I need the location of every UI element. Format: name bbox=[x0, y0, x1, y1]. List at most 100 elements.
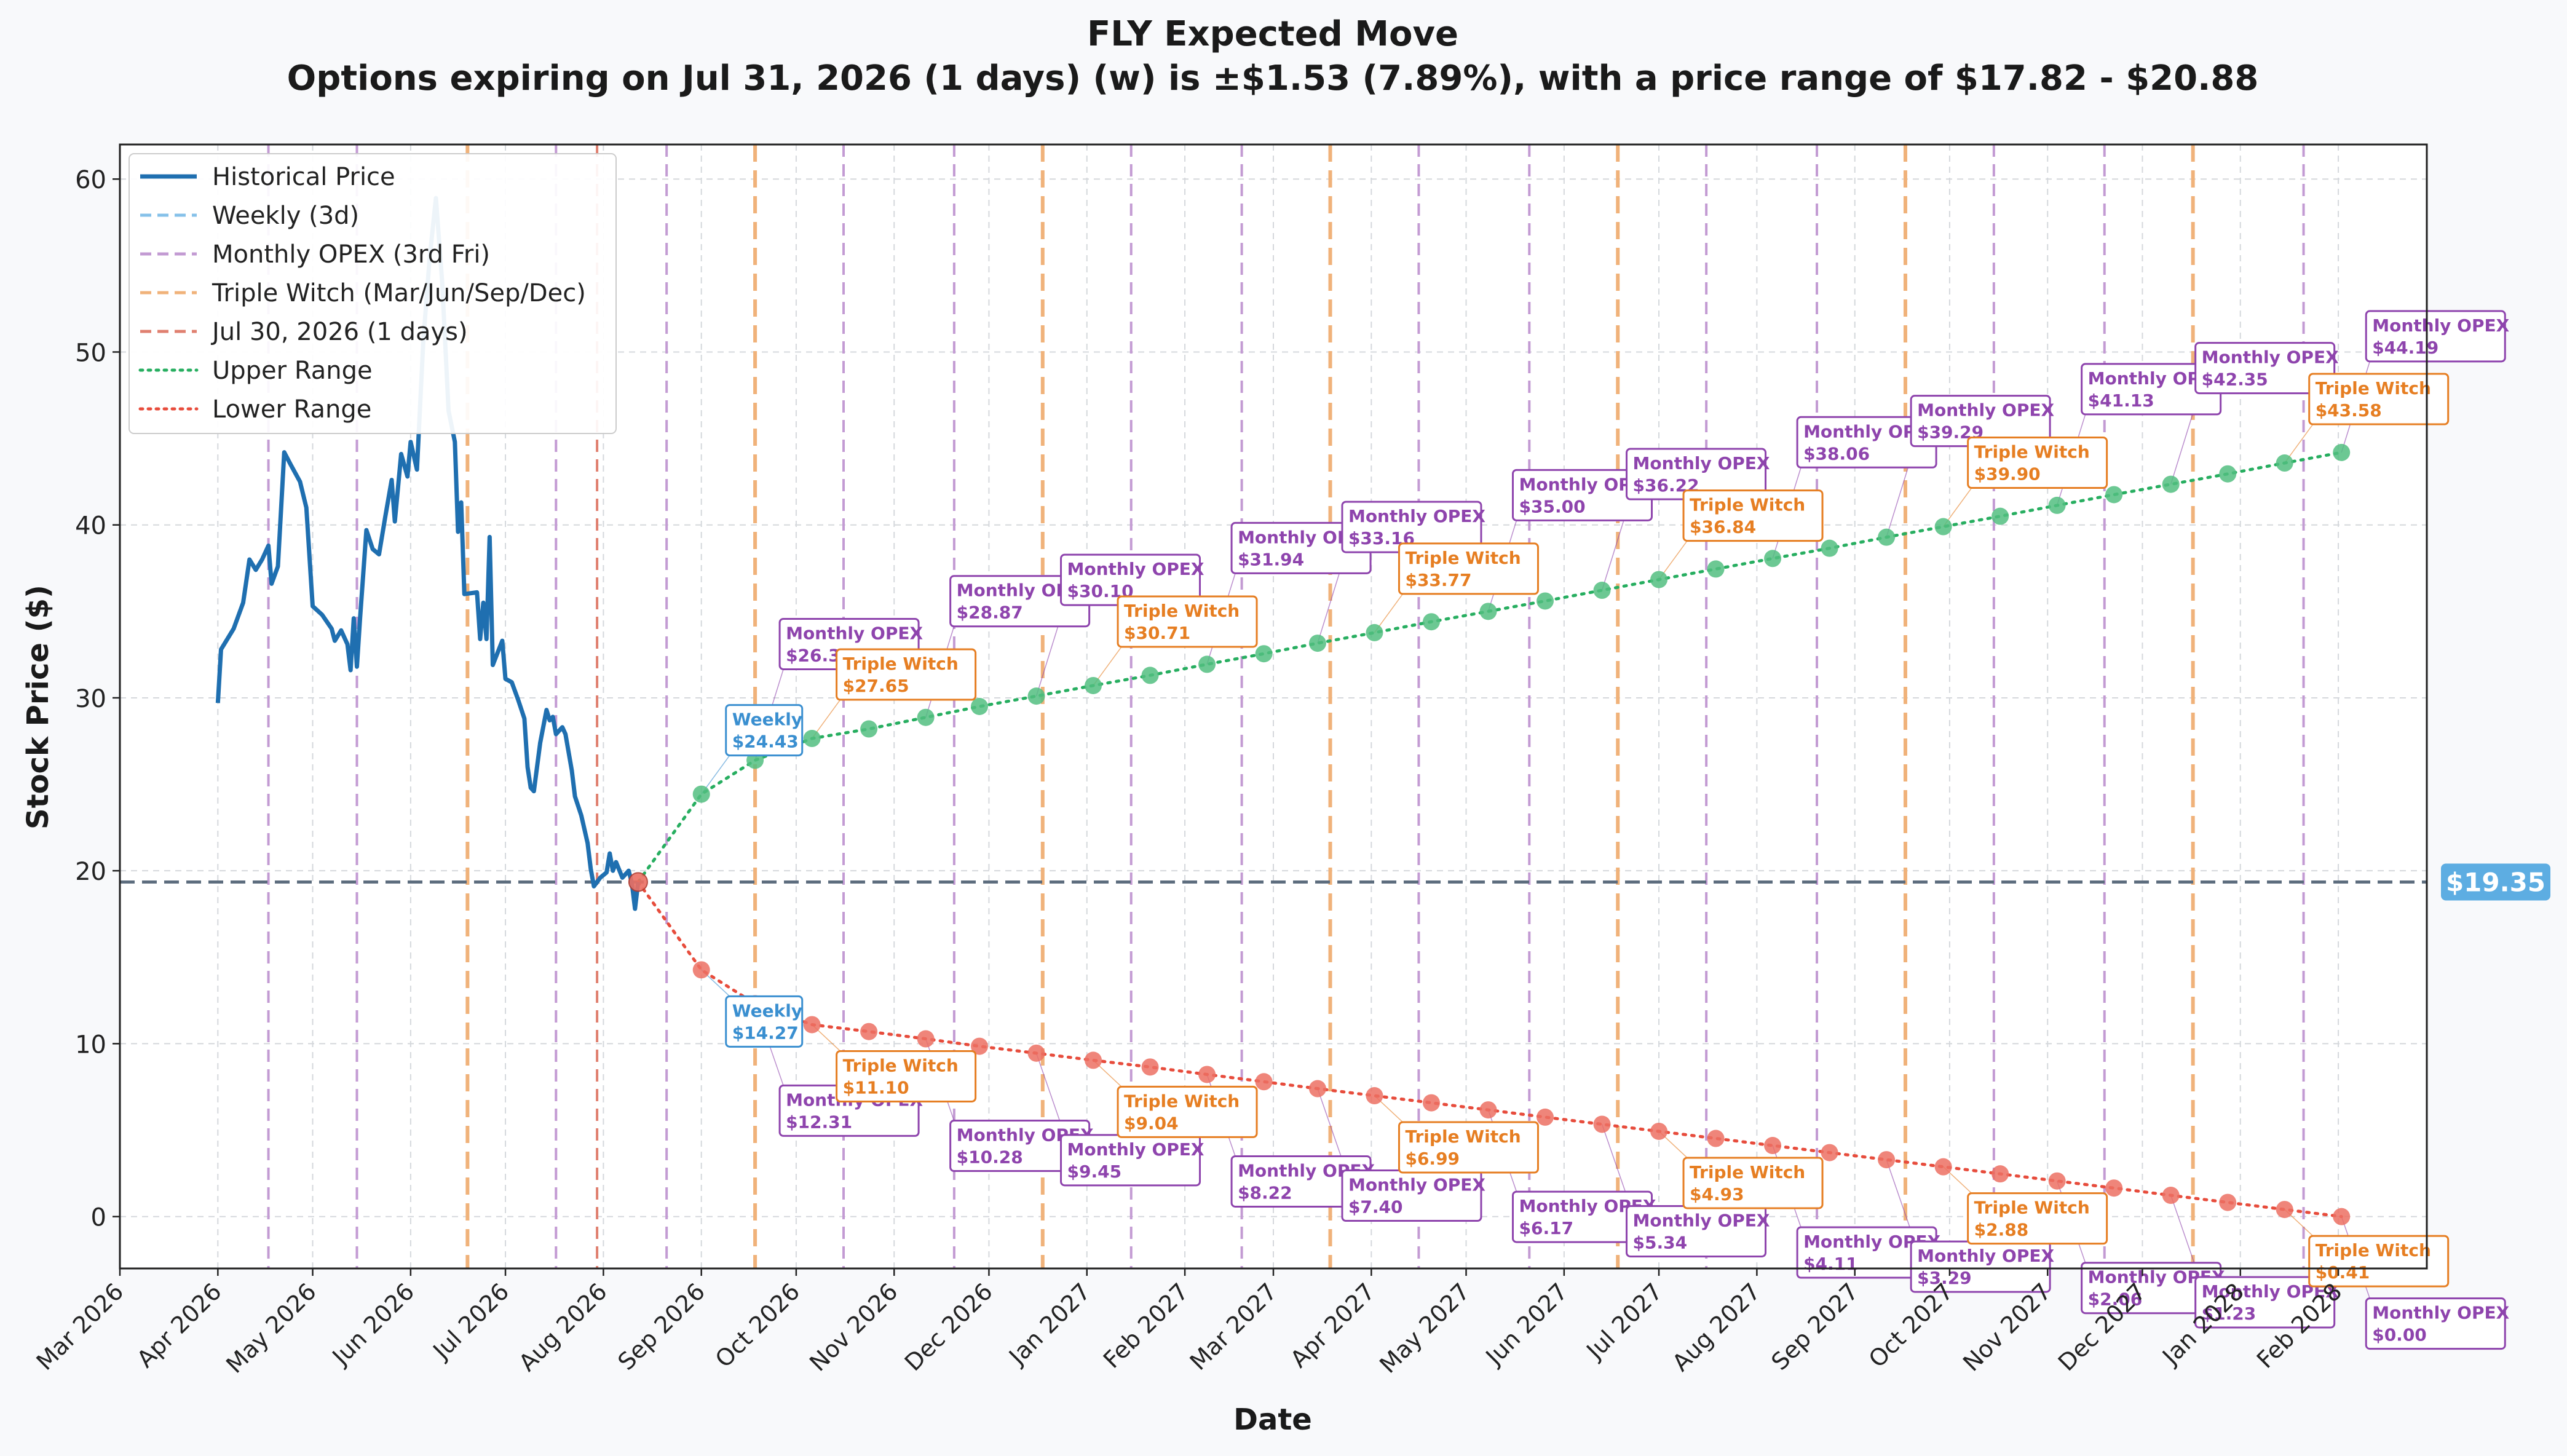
triple-label-title: Triple Witch bbox=[843, 654, 959, 674]
y-tick-label: 40 bbox=[75, 512, 106, 540]
monthly-label-value: $38.06 bbox=[1803, 443, 1870, 464]
triple-label-value: $36.84 bbox=[1690, 517, 1756, 537]
monthly-label-title: Monthly OPEX bbox=[1067, 559, 1204, 579]
legend-label: Upper Range bbox=[212, 357, 373, 385]
triple-label-box bbox=[1967, 1192, 2108, 1245]
current-price-badge bbox=[2441, 863, 2550, 901]
triple-label-value: $39.90 bbox=[1974, 464, 2041, 485]
monthly-label-value: $2.06 bbox=[2088, 1289, 2143, 1310]
monthly-label-title: Monthly OPEX bbox=[1633, 1210, 1770, 1230]
triple-label-title: Triple Witch bbox=[843, 1055, 959, 1075]
y-tick-label: 60 bbox=[75, 166, 106, 194]
triple-label-value: $0.41 bbox=[2316, 1262, 2370, 1283]
triple-label-title: Triple Witch bbox=[1974, 442, 2090, 462]
monthly-label-value: $12.31 bbox=[786, 1112, 852, 1132]
lower-range-point bbox=[1255, 1073, 1273, 1091]
monthly-label-value: $0.00 bbox=[2372, 1325, 2427, 1345]
monthly-label-box bbox=[2194, 342, 2336, 395]
triple-label-box bbox=[2308, 1235, 2450, 1288]
chart-title: FLY Expected Move bbox=[1087, 14, 1458, 54]
triple-label-box bbox=[1682, 1157, 1824, 1209]
lower-range-point bbox=[1141, 1058, 1159, 1076]
triple-label-box bbox=[1398, 1121, 1539, 1174]
triple-label-box bbox=[1398, 542, 1539, 595]
lower-range-point bbox=[1764, 1137, 1782, 1155]
lower-range-point bbox=[917, 1030, 935, 1048]
upper-range-point bbox=[2048, 496, 2066, 514]
monthly-label-title: Monthly OPEX bbox=[1633, 453, 1770, 473]
upper-range-point bbox=[1255, 645, 1273, 663]
y-axis-label: Stock Price ($) bbox=[21, 585, 55, 829]
upper-range-point bbox=[1707, 560, 1725, 578]
upper-range-point bbox=[692, 785, 710, 803]
upper-range-point bbox=[1878, 528, 1896, 546]
lower-range-point bbox=[692, 961, 710, 979]
triple-label-value: $27.65 bbox=[843, 676, 909, 696]
y-tick-label: 20 bbox=[75, 858, 106, 886]
upper-range-point bbox=[1934, 518, 1952, 536]
triple-label-value: $6.99 bbox=[1405, 1149, 1460, 1169]
monthly-label-value: $7.40 bbox=[1348, 1197, 1403, 1217]
lower-range-point bbox=[1878, 1151, 1896, 1169]
lower-range-point bbox=[1198, 1066, 1216, 1083]
current-price-group: $19.35 bbox=[120, 863, 2550, 901]
lower-range-point bbox=[2048, 1172, 2066, 1190]
monthly-label-value: $28.87 bbox=[957, 603, 1023, 623]
monthly-label-title: Monthly OPEX bbox=[2202, 347, 2339, 368]
triple-label-title: Triple Witch bbox=[1974, 1198, 2090, 1218]
lower-range-point bbox=[1992, 1165, 2009, 1183]
legend-label: Lower Range bbox=[212, 395, 371, 424]
triple-label-box bbox=[836, 648, 977, 701]
lower-range-point bbox=[1027, 1044, 1045, 1062]
monthly-label-value: $5.34 bbox=[1633, 1232, 1688, 1252]
monthly-label-value: $10.28 bbox=[957, 1147, 1023, 1168]
legend-label: Historical Price bbox=[212, 163, 395, 191]
upper-range-point bbox=[2276, 454, 2293, 472]
weekly-label-value: $24.43 bbox=[732, 732, 799, 752]
monthly-label-value: $44.19 bbox=[2372, 338, 2438, 358]
upper-range-point bbox=[1085, 676, 1102, 694]
triple-label-title: Triple Witch bbox=[1405, 548, 1521, 568]
monthly-label-title: Monthly OPEX bbox=[1917, 400, 2054, 421]
lower-range-point bbox=[1085, 1051, 1102, 1069]
upper-range-point bbox=[1366, 623, 1383, 641]
upper-range-point bbox=[1422, 613, 1440, 631]
upper-range-point bbox=[1198, 655, 1216, 673]
lower-range-point bbox=[1934, 1158, 1952, 1176]
triple-label-value: $2.88 bbox=[1974, 1220, 2029, 1240]
triple-label-box bbox=[1682, 489, 1824, 542]
monthly-label-value: $42.35 bbox=[2202, 370, 2268, 390]
lower-range-point bbox=[1366, 1087, 1383, 1105]
lower-range-point bbox=[803, 1016, 821, 1034]
upper-range-point bbox=[1650, 571, 1668, 588]
triple-label-box bbox=[1117, 1085, 1258, 1138]
lower-range-point bbox=[1650, 1122, 1668, 1140]
weekly-label-title: Weekly bbox=[732, 710, 802, 730]
upper-range-point bbox=[1821, 539, 1838, 557]
monthly-label-value: $3.29 bbox=[1917, 1268, 1972, 1288]
upper-range-point bbox=[860, 720, 878, 738]
triple-label-value: $43.58 bbox=[2316, 400, 2382, 421]
upper-range-point bbox=[803, 730, 821, 748]
upper-range-point bbox=[1308, 635, 1326, 652]
historical-series bbox=[215, 196, 641, 911]
upper-range-point bbox=[971, 698, 989, 715]
lower-range-point bbox=[1537, 1108, 1554, 1126]
lower-range-point bbox=[2219, 1193, 2237, 1211]
monthly-label-title: Monthly OPEX bbox=[1348, 506, 1485, 526]
legend-label: Monthly OPEX (3rd Fri) bbox=[212, 240, 490, 269]
lower-range-point bbox=[1308, 1080, 1326, 1098]
y-axis: 0 10 20 30 40 50 60 bbox=[75, 166, 120, 1232]
triple-label-value: $9.04 bbox=[1124, 1113, 1179, 1133]
legend-frame bbox=[129, 153, 617, 434]
lower-range-point bbox=[1593, 1115, 1611, 1133]
monthly-label-value: $1.23 bbox=[2202, 1304, 2257, 1324]
current-price-marker bbox=[628, 872, 648, 892]
current-price-label: $19.35 bbox=[2446, 867, 2545, 897]
triple-label-title: Triple Witch bbox=[2316, 1240, 2431, 1260]
weekly-label-title: Weekly bbox=[732, 1000, 802, 1021]
upper-range-point bbox=[1479, 603, 1497, 620]
triple-label-title: Triple Witch bbox=[1124, 601, 1240, 621]
upper-range-point bbox=[1537, 592, 1554, 610]
